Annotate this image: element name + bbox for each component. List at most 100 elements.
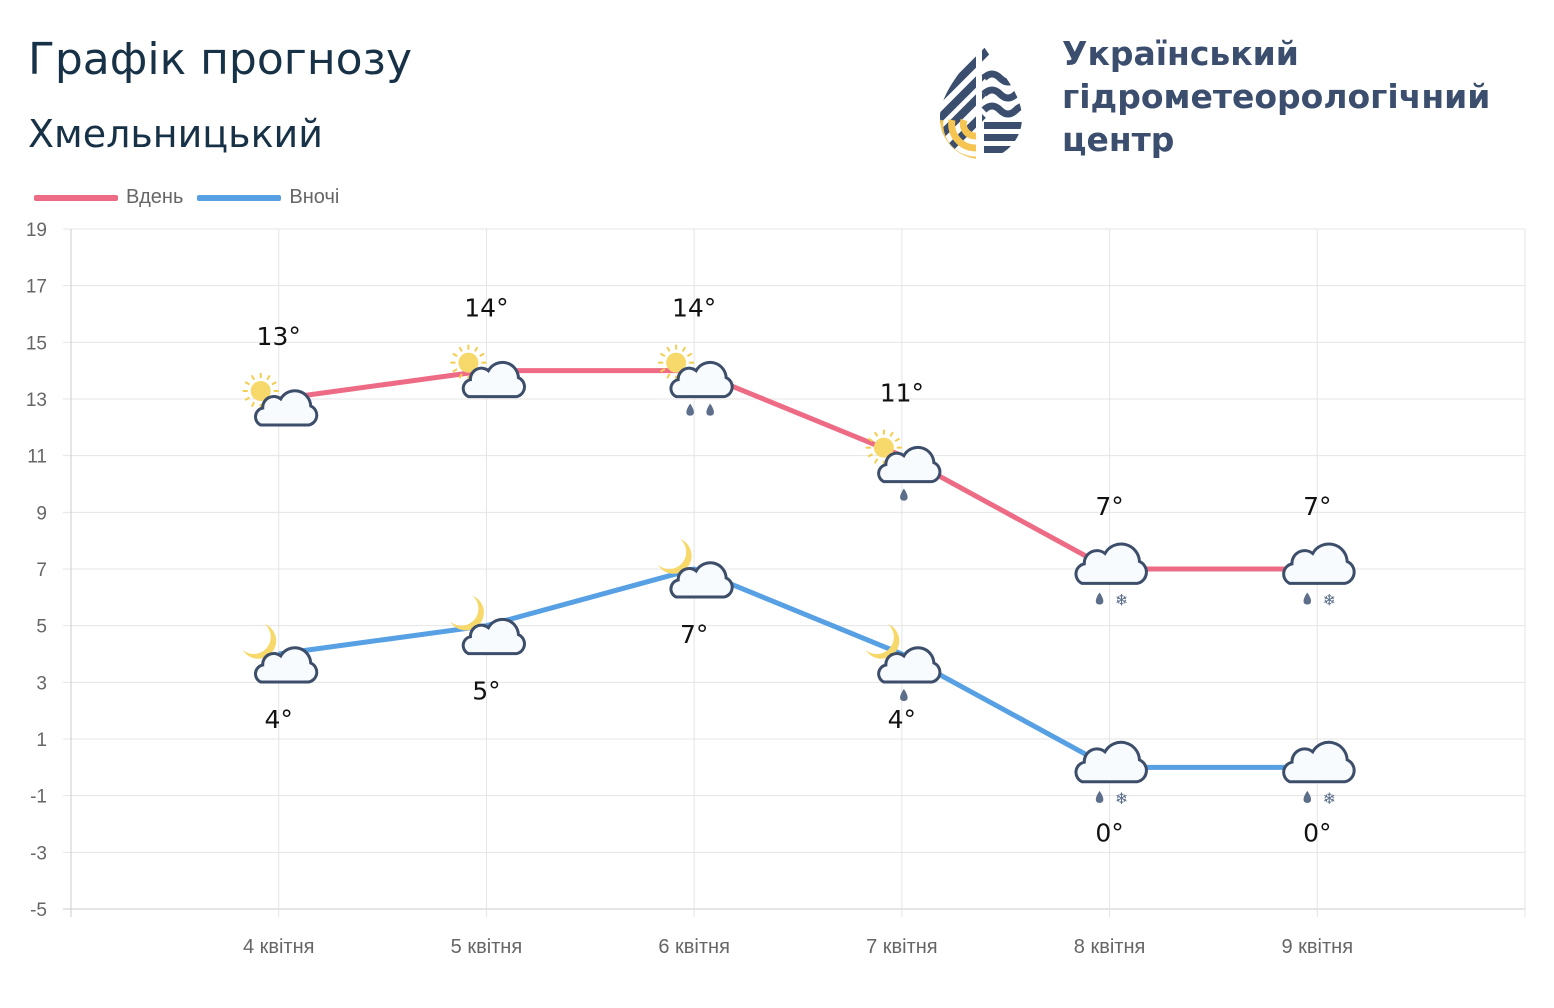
moon-cloud-light-rain-icon <box>865 624 942 701</box>
data-label: 5° <box>472 677 500 706</box>
chart-legend: Вдень Вночі <box>34 186 339 209</box>
raindrop-icon <box>706 403 714 416</box>
org-line-3: центр <box>1062 120 1175 159</box>
snowflake-icon: ❄ <box>1323 591 1336 610</box>
cloud-sleet-icon: ❄ <box>1282 542 1356 610</box>
y-tick-label: 9 <box>36 503 47 524</box>
cloud-icon <box>254 646 319 684</box>
org-line-2: гідрометеорологічний <box>1062 77 1491 116</box>
sun-cloud-rain-icon <box>658 344 734 416</box>
sun-ray <box>666 346 671 352</box>
sun-ray <box>458 346 463 352</box>
sun-ray <box>474 346 479 352</box>
sun-cloud-icon <box>242 373 319 427</box>
cloud-icon <box>461 617 526 656</box>
day-line <box>278 368 1318 572</box>
cloud-sleet-icon: ❄ <box>1282 740 1356 808</box>
sun-ray <box>873 431 879 437</box>
sun-ray <box>271 381 277 386</box>
sun-icon <box>666 352 687 373</box>
moon-icon <box>242 624 277 659</box>
y-tick-label: -1 <box>30 787 47 808</box>
sun-ray <box>889 431 894 437</box>
organization-name: Український гідрометеорологічний центр <box>1062 32 1490 161</box>
sun-ray <box>266 374 271 381</box>
y-tick-label: 17 <box>26 277 47 298</box>
x-tick-label: 8 квітня <box>1074 936 1146 958</box>
cloud-icon <box>254 389 319 427</box>
x-tick-label: 7 квітня <box>866 936 938 958</box>
sun-ray <box>452 368 458 373</box>
x-tick-label: 4 квітня <box>243 936 315 958</box>
moon-icon <box>450 595 484 631</box>
data-label: 0° <box>1095 818 1123 847</box>
sun-ray <box>250 374 256 381</box>
raindrop-icon <box>900 689 908 701</box>
data-label: 13° <box>257 322 301 351</box>
y-tick-label: 5 <box>36 617 47 638</box>
x-tick-label: 9 квітня <box>1282 936 1354 958</box>
sun-ray <box>452 352 458 358</box>
sun-ray <box>867 453 874 458</box>
snowflake-icon: ❄ <box>1115 789 1128 808</box>
legend-item-night[interactable]: Вночі <box>197 186 339 209</box>
y-tick-label: 19 <box>26 220 47 241</box>
data-label: 4° <box>888 705 916 734</box>
cloud-sleet-icon: ❄ <box>1074 740 1148 808</box>
raindrop-icon <box>1303 790 1312 803</box>
data-label: 7° <box>1303 492 1331 521</box>
y-tick-label: 11 <box>27 447 47 468</box>
snowflake-icon: ❄ <box>1323 789 1336 808</box>
sun-ray <box>867 437 874 443</box>
cloud-icon <box>1282 542 1356 585</box>
sun-ray <box>666 373 671 379</box>
sun-icon <box>873 437 894 458</box>
cloud-icon <box>461 360 526 399</box>
sun-ray <box>660 368 666 373</box>
cloud-icon <box>669 360 734 399</box>
y-tick-label: 13 <box>26 390 47 411</box>
y-tick-label: -5 <box>30 900 47 921</box>
cloud-sleet-icon: ❄ <box>1074 542 1148 610</box>
sun-ray <box>686 352 693 358</box>
y-tick-label: 15 <box>26 333 47 354</box>
cloud-icon <box>877 646 942 684</box>
moon-cloud-icon <box>242 624 319 684</box>
sun-ray <box>873 458 879 464</box>
sun-icon <box>458 352 479 373</box>
data-label: 14° <box>464 294 508 323</box>
sun-ray <box>894 437 900 443</box>
sun-ray <box>660 352 666 358</box>
snowflake-icon: ❄ <box>1115 591 1128 610</box>
night-line <box>278 566 1318 770</box>
page-title: Графік прогнозу <box>28 34 412 85</box>
data-label: 0° <box>1303 818 1331 847</box>
sun-ray <box>479 352 485 358</box>
legend-item-day[interactable]: Вдень <box>34 186 183 209</box>
y-tick-label: 3 <box>36 673 47 694</box>
y-tick-label: 1 <box>36 730 47 751</box>
moon-icon <box>658 539 692 574</box>
legend-label-night: Вночі <box>289 186 340 208</box>
data-label: 7° <box>680 620 708 649</box>
moon-cloud-icon <box>658 539 734 599</box>
legend-label-day: Вдень <box>126 186 184 208</box>
data-label: 14° <box>672 294 716 323</box>
sun-cloud-light-rain-icon <box>865 429 942 501</box>
sun-ray <box>250 401 256 408</box>
data-label: 11° <box>880 379 924 408</box>
data-label: 4° <box>265 705 293 734</box>
sun-ray <box>681 346 687 352</box>
y-tick-label: 7 <box>36 560 47 581</box>
sun-ray <box>244 396 250 401</box>
y-tick-label: -3 <box>30 843 47 864</box>
raindrop-icon <box>900 488 908 501</box>
sun-icon <box>250 381 271 401</box>
moon-icon <box>865 624 900 659</box>
sun-cloud-icon <box>450 344 526 399</box>
ukrhydromet-logo <box>940 42 1022 159</box>
org-line-1: Український <box>1062 34 1299 73</box>
cloud-icon <box>1074 740 1148 784</box>
raindrop-icon <box>1095 790 1104 803</box>
